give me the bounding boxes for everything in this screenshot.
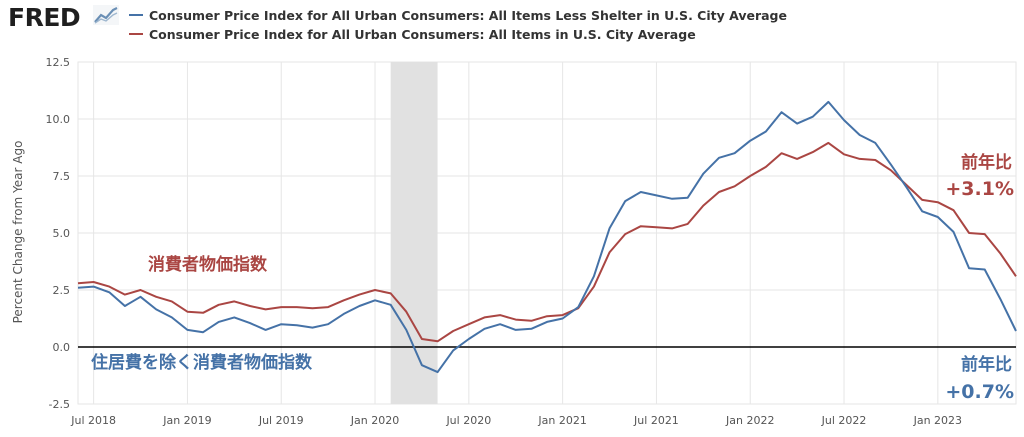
x-tick-label: Jul 2022 [821, 414, 867, 427]
legend-swatch-red [129, 33, 143, 35]
annotation-cpi-yoy-label: 前年比 [961, 152, 1012, 173]
x-tick-label: Jul 2020 [445, 414, 491, 427]
plot-border [77, 61, 1017, 405]
legend-label: Consumer Price Index for All Urban Consu… [149, 26, 696, 42]
series-line-cpi-all-items[interactable] [77, 141, 1017, 343]
recession-shading [390, 62, 438, 404]
x-tick-label: Jan 2022 [725, 414, 774, 427]
annotation-cpi-label: 消費者物価指数 [148, 254, 268, 275]
x-tick-label: Jul 2019 [258, 414, 304, 427]
series-lines[interactable] [77, 100, 1017, 374]
y-tick-label: 10.0 [46, 113, 71, 126]
annotation-cpi-yoy-value: +3.1% [945, 178, 1014, 200]
x-tick-label: Jan 2023 [913, 414, 962, 427]
legend-label: Consumer Price Index for All Urban Consu… [149, 7, 787, 23]
x-tick-label: Jan 2021 [537, 414, 586, 427]
x-tick-label: Jul 2021 [633, 414, 679, 427]
y-tick-label: 0.0 [53, 341, 71, 354]
legend-item-cpi-all-items[interactable]: Consumer Price Index for All Urban Consu… [129, 25, 696, 43]
annotations: 消費者物価指数 住居費を除く消費者物価指数 前年比 +3.1% 前年比 +0.7… [91, 152, 1014, 403]
fred-chart-icon [93, 5, 119, 25]
fred-logo[interactable]: FRED [8, 3, 81, 32]
x-tick-label: Jan 2020 [350, 414, 399, 427]
x-axis-ticks: Jul 2018 Jan 2019 Jul 2019 Jan 2020 Jul 2020… [70, 414, 962, 427]
annotation-less-shelter-yoy-value: +0.7% [945, 381, 1014, 403]
y-tick-label: -2.5 [49, 398, 70, 411]
x-tick-label: Jan 2019 [162, 414, 211, 427]
legend-swatch-blue [129, 14, 143, 16]
legend-item-cpi-less-shelter[interactable]: Consumer Price Index for All Urban Consu… [129, 6, 787, 24]
y-tick-label: 5.0 [53, 227, 71, 240]
recession-band [390, 62, 438, 404]
y-tick-label: 12.5 [46, 56, 71, 69]
series-line-cpi-less-shelter[interactable] [77, 100, 1017, 374]
y-axis-title: Percent Change from Year Ago [11, 141, 25, 324]
y-axis-ticks: 12.5 10.0 7.5 5.0 2.5 0.0 -2.5 [46, 56, 71, 411]
annotation-less-shelter-yoy-label: 前年比 [961, 354, 1012, 375]
annotation-cpi-less-shelter-label: 住居費を除く消費者物価指数 [91, 352, 313, 373]
x-tick-label: Jul 2018 [70, 414, 116, 427]
chart-header: FRED Consumer Price Index for All Urban … [0, 0, 1024, 52]
y-tick-label: 2.5 [53, 284, 71, 297]
y-tick-label: 7.5 [53, 170, 71, 183]
